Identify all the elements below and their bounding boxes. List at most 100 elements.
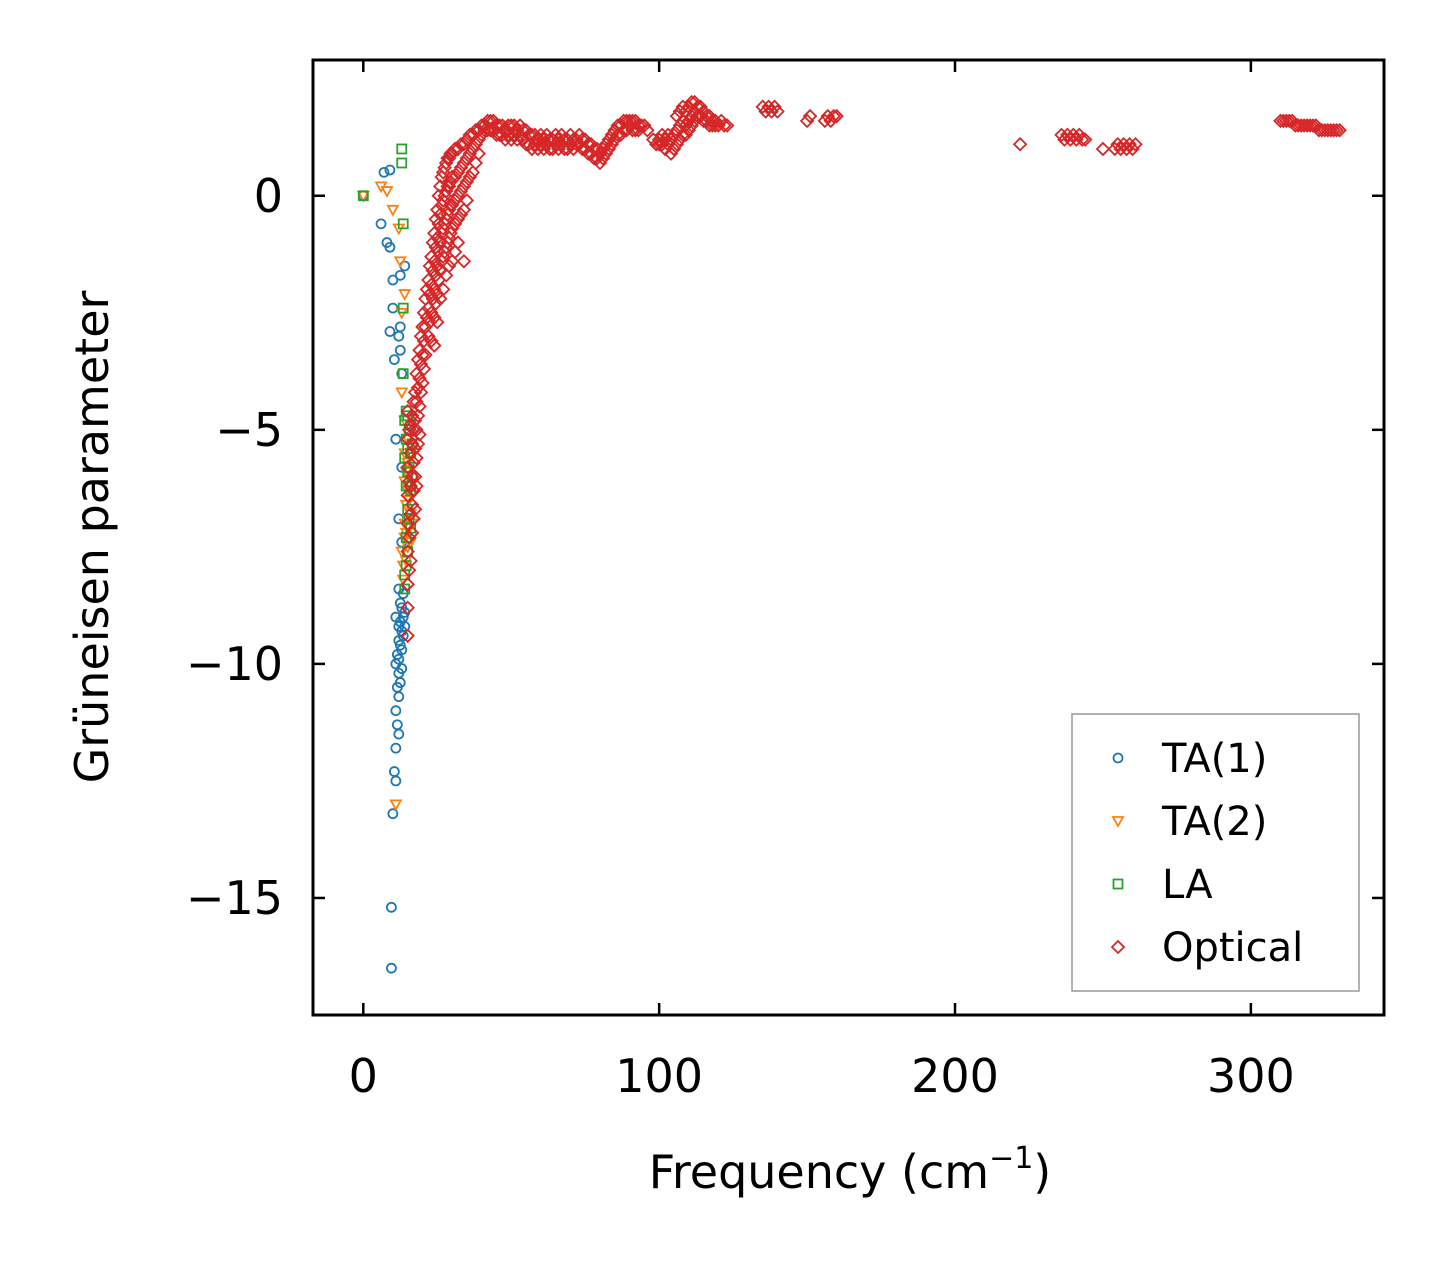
data-point [767,99,782,115]
data-point [468,155,483,171]
legend-marker [1112,878,1124,890]
data-point [548,127,563,143]
data-point [429,202,445,218]
legend-box [1071,713,1360,992]
data-point [1119,141,1134,157]
data-point [409,478,424,494]
data-point [409,450,424,466]
data-point [601,132,617,147]
data-point [826,108,841,124]
data-point [654,127,670,143]
data-point [444,197,460,213]
data-point [390,742,402,754]
data-point [384,164,396,176]
data-point [527,127,543,143]
data-point [471,132,486,147]
data-point [413,357,429,372]
data-point [397,302,409,314]
data-point [530,141,546,157]
data-point [397,368,409,380]
legend-marker [1111,816,1125,828]
data-point [384,241,396,253]
data-point [1326,122,1341,138]
data-point [375,218,387,230]
data-point [386,901,397,913]
data-point [521,136,537,152]
data-point [607,132,623,147]
data-point [394,639,406,651]
data-point [719,118,735,133]
data-point [427,310,442,325]
data-point [675,127,691,143]
data-point [403,553,418,569]
legend-marker [1112,752,1124,764]
data-point [429,258,445,274]
data-point [428,296,444,311]
data-point [438,268,454,283]
data-point [404,408,420,424]
data-point [440,179,455,194]
data-point [533,136,549,152]
legend-label-ta1: TA(1) [1161,736,1267,782]
x-tick-label: 200 [911,1049,999,1103]
data-point [500,127,516,143]
data-point [1116,136,1131,152]
data-point [447,244,463,260]
data-point [758,104,773,119]
data-point [412,371,427,386]
data-point [675,113,691,129]
data-point [403,478,418,494]
data-point [393,653,405,665]
data-point [678,118,694,133]
data-point [393,691,405,703]
data-point [412,427,427,442]
series-layer [356,94,1347,974]
data-point [654,136,670,152]
y-axis-title: Grüneisen parameter [65,290,119,783]
legend-label-la: LA [1162,862,1213,908]
data-point [415,375,430,391]
legend: TA(1) TA(2) LA Optical [1071,713,1360,992]
data-point [648,136,664,152]
data-point [817,113,833,129]
data-point [394,344,406,356]
data-point [404,436,420,452]
data-point [406,455,421,470]
data-point [406,511,421,527]
data-point [407,502,423,517]
plot-frame [311,58,1386,1017]
data-point [395,387,409,400]
data-point [530,132,546,147]
data-point [410,408,426,424]
data-point [400,628,415,644]
data-point [378,166,390,178]
data-point [663,146,679,161]
data-point [521,127,537,143]
data-point [802,108,818,124]
data-point [386,962,397,974]
x-tick-label: 0 [349,1049,378,1103]
data-point [631,118,646,133]
data-point [509,132,525,147]
data-point [1125,141,1140,157]
data-point [548,136,563,152]
data-point [533,127,549,143]
data-point [1122,136,1137,152]
data-point [684,118,699,133]
data-point [456,179,472,194]
data-point [545,132,560,147]
data-point [456,254,472,269]
data-point [524,141,540,157]
data-point [1113,141,1128,157]
data-point [503,132,519,147]
data-point [1060,127,1075,143]
data-point [1279,113,1294,129]
data-point [456,136,472,152]
legend-markers [1110,752,1126,955]
data-point [390,705,402,717]
data-point [394,321,406,333]
data-point [443,197,458,213]
data-point [415,347,430,363]
data-point [394,597,406,609]
tick-layer: 0 100 200 300 0 −5 −10 −15 [186,60,1384,1103]
